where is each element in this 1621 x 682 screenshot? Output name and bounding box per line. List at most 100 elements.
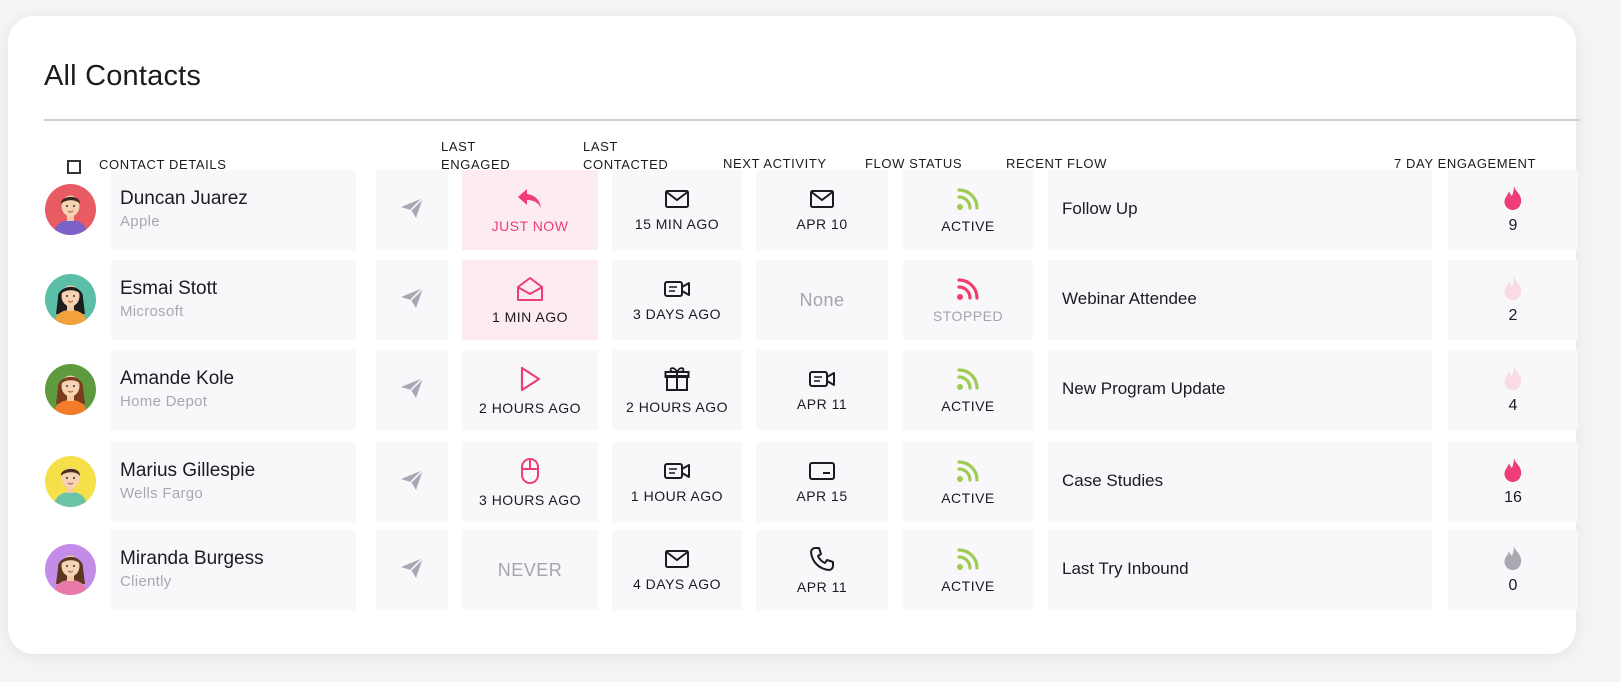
recent-flow-cell[interactable]: Last Try Inbound [1048,530,1432,610]
contact-company: Apple [120,213,160,230]
contact-details-cell[interactable]: Marius Gillespie Wells Fargo [111,442,356,522]
flow-status-value: ACTIVE [941,489,995,506]
flow-status-cell[interactable]: STOPPED [903,260,1033,340]
flow-status-value: STOPPED [932,307,1004,324]
engagement-count: 16 [1504,489,1522,506]
header-last-contacted-line2: CONTACTED [583,157,669,172]
avatar[interactable] [45,456,96,507]
flow-status-cell[interactable]: ACTIVE [903,170,1033,250]
engagement-cell: 4 [1448,350,1578,430]
contact-details-cell[interactable]: Duncan Juarez Apple [111,170,356,250]
send-icon [399,468,425,497]
contact-name[interactable]: Esmai Stott [120,278,218,299]
contact-details-cell[interactable]: Miranda Burgess Cliently [111,530,356,610]
avatar[interactable] [45,184,96,235]
engagement-count: 0 [1508,577,1518,594]
email-icon [664,189,690,209]
header-last-contacted[interactable]: LAST CONTACTED [583,138,668,174]
last-contacted-value: 1 HOUR AGO [630,487,724,504]
flame-icon [1502,545,1524,571]
video-icon [663,461,691,481]
table-row[interactable]: Marius Gillespie Wells Fargo 3 HOURS AGO… [8,442,1608,522]
reply-icon [516,187,544,211]
header-flow-status[interactable]: FLOW STATUS [865,156,963,171]
last-engaged-value: JUST NOW [491,217,569,234]
last-contacted-cell: 2 HOURS AGO [612,350,742,430]
recent-flow-name[interactable]: Follow Up [1062,199,1138,218]
next-activity-cell: APR 11 [756,530,888,610]
contact-company: Wells Fargo [120,485,204,502]
recent-flow-name[interactable]: Case Studies [1062,471,1164,490]
last-contacted-cell: 15 MIN AGO [612,170,742,250]
table-row[interactable]: Amande Kole Home Depot 2 HOURS AGO 2 HOU… [8,350,1608,430]
send-icon [399,196,425,225]
send-button[interactable] [376,442,448,522]
header-contact-details[interactable]: CONTACT DETAILS [99,157,227,172]
header-7-day-engagement[interactable]: 7 DAY ENGAGEMENT [1394,156,1537,171]
recent-flow-cell[interactable]: New Program Update [1048,350,1432,430]
next-activity-cell: None [756,260,888,340]
email-icon [664,549,690,569]
contact-name[interactable]: Amande Kole [120,368,235,389]
flow-status-cell[interactable]: ACTIVE [903,530,1033,610]
avatar[interactable] [45,544,96,595]
engagement-cell: 16 [1448,442,1578,522]
header-last-engaged[interactable]: LAST ENGAGED [441,138,510,174]
recent-flow-cell[interactable]: Follow Up [1048,170,1432,250]
send-icon [399,286,425,315]
next-activity-value: APR 15 [796,487,848,504]
mouse-click-icon [520,457,540,485]
contact-name[interactable]: Marius Gillespie [120,460,256,481]
last-contacted-cell: 3 DAYS AGO [612,260,742,340]
recent-flow-cell[interactable]: Webinar Attendee [1048,260,1432,340]
table-row[interactable]: Esmai Stott Microsoft 1 MIN AGO 3 DAYS A… [8,260,1608,340]
avatar[interactable] [45,364,96,415]
email-opened-icon [516,276,544,302]
header-next-activity[interactable]: NEXT ACTIVITY [723,156,827,171]
send-button[interactable] [376,170,448,250]
avatar[interactable] [45,274,96,325]
contact-details-cell[interactable]: Amande Kole Home Depot [111,350,356,430]
next-activity-value: APR 11 [796,578,848,595]
last-engaged-cell: 3 HOURS AGO [462,442,598,522]
play-icon [517,365,543,393]
table-row[interactable]: Duncan Juarez Apple JUST NOW 15 MIN AGO … [8,170,1608,250]
video-icon [663,279,691,299]
contact-company: Home Depot [120,393,208,410]
flow-status-cell[interactable]: ACTIVE [903,350,1033,430]
title-divider [44,119,1580,121]
select-all-checkbox[interactable] [67,160,81,174]
next-activity-value: APR 10 [796,215,848,232]
header-recent-flow[interactable]: RECENT FLOW [1006,156,1107,171]
last-engaged-value: 3 HOURS AGO [479,491,581,508]
last-contacted-value: 4 DAYS AGO [633,575,721,592]
card-icon [808,461,836,481]
recent-flow-name[interactable]: Webinar Attendee [1062,289,1197,308]
send-button[interactable] [376,260,448,340]
header-last-engaged-line1: LAST [441,139,476,154]
contact-details-cell[interactable]: Esmai Stott Microsoft [111,260,356,340]
contact-name[interactable]: Duncan Juarez [120,188,248,209]
engagement-count: 2 [1508,307,1518,324]
rss-icon [956,367,980,391]
next-activity-cell: APR 11 [756,350,888,430]
flow-status-cell[interactable]: ACTIVE [903,442,1033,522]
contact-name[interactable]: Miranda Burgess [120,548,264,569]
last-engaged-cell: 2 HOURS AGO [462,350,598,430]
recent-flow-name[interactable]: Last Try Inbound [1062,559,1189,578]
flow-status-value: ACTIVE [941,577,995,594]
last-engaged-value: 1 MIN AGO [491,308,569,325]
recent-flow-name[interactable]: New Program Update [1062,379,1226,398]
engagement-cell: 0 [1448,530,1578,610]
email-icon [809,189,835,209]
page-title: All Contacts [44,60,202,92]
engagement-count: 4 [1508,397,1518,414]
rss-icon [956,459,980,483]
recent-flow-cell[interactable]: Case Studies [1048,442,1432,522]
send-button[interactable] [376,530,448,610]
flow-status-value: ACTIVE [941,217,995,234]
send-button[interactable] [376,350,448,430]
next-activity-value: APR 11 [796,395,848,412]
last-contacted-cell: 4 DAYS AGO [612,530,742,610]
table-row[interactable]: Miranda Burgess Cliently NEVER 4 DAYS AG… [8,530,1608,610]
